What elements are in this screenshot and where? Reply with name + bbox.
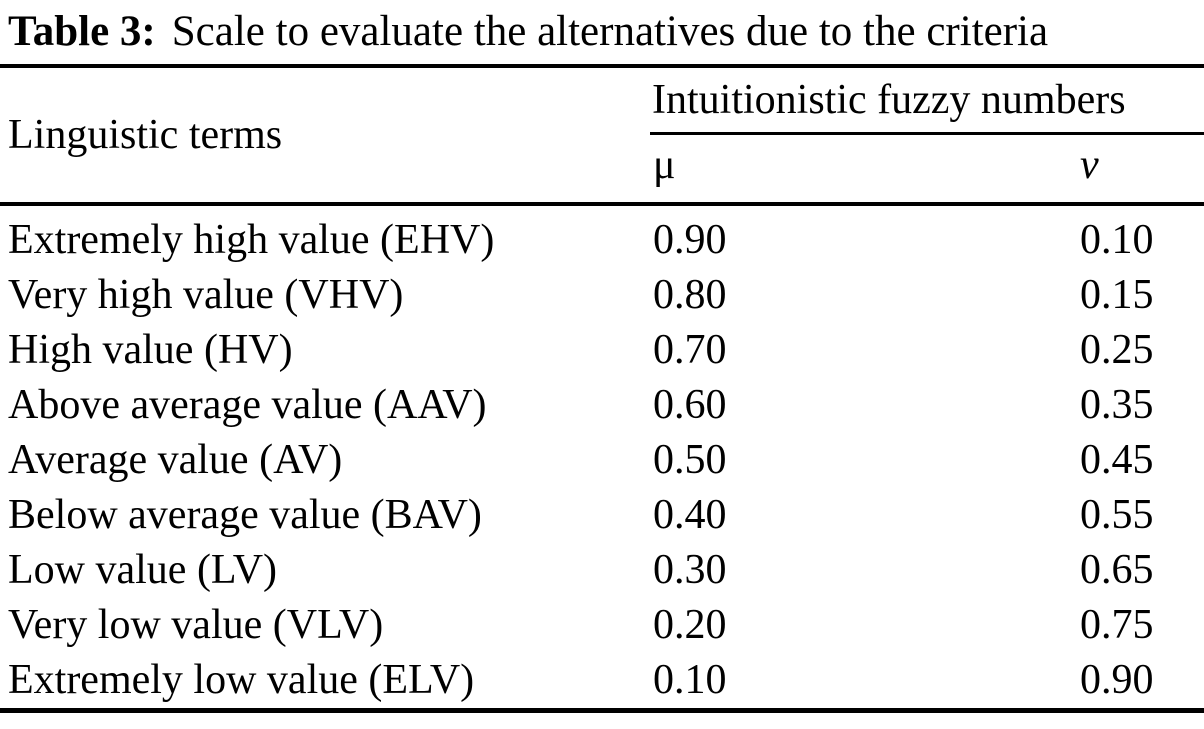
bottom-rule: [0, 708, 1204, 713]
cell-nu: 0.75: [1080, 602, 1154, 648]
header-intuitionistic-fuzzy-numbers: Intuitionistic fuzzy numbers: [652, 77, 1126, 123]
cell-mu: 0.10: [653, 657, 727, 703]
cell-nu: 0.65: [1080, 547, 1154, 593]
table-header: Linguistic terms Intuitionistic fuzzy nu…: [0, 68, 1204, 202]
cell-term: Low value (LV): [8, 547, 278, 593]
cell-term: Below average value (BAV): [8, 492, 482, 538]
cell-term: Above average value (AAV): [8, 382, 487, 428]
table-row: Extremely high value (EHV) 0.90 0.10: [0, 213, 1204, 268]
cell-mu: 0.70: [653, 327, 727, 373]
table-row: Very low value (VLV) 0.20 0.75: [0, 598, 1204, 653]
header-body-rule: [0, 202, 1204, 206]
table-row: High value (HV) 0.70 0.25: [0, 323, 1204, 378]
table-row: Low value (LV) 0.30 0.65: [0, 543, 1204, 598]
sub-header-nu: ν: [1080, 142, 1099, 188]
cell-mu: 0.40: [653, 492, 727, 538]
cell-term: Extremely high value (EHV): [8, 217, 495, 263]
cell-term: Very low value (VLV): [8, 602, 384, 648]
cell-nu: 0.10: [1080, 217, 1154, 263]
table-body: Extremely high value (EHV) 0.90 0.10 Ver…: [0, 206, 1204, 708]
table-caption-label: Table 3:: [8, 8, 156, 55]
table-row: Below average value (BAV) 0.40 0.55: [0, 488, 1204, 543]
table-caption-text: Scale to evaluate the alternatives due t…: [171, 8, 1049, 55]
cell-mu: 0.50: [653, 437, 727, 483]
cell-nu: 0.25: [1080, 327, 1154, 373]
cell-mu: 0.80: [653, 272, 727, 318]
cell-nu: 0.15: [1080, 272, 1154, 318]
table-caption: Table 3: Scale to evaluate the alternativ…: [0, 0, 1204, 64]
header-linguistic-terms: Linguistic terms: [8, 112, 283, 158]
cell-nu: 0.55: [1080, 492, 1154, 538]
cell-mu: 0.30: [653, 547, 727, 593]
cell-mu: 0.60: [653, 382, 727, 428]
cell-term: Average value (AV): [8, 437, 343, 483]
sub-header-mu: μ: [653, 142, 676, 188]
top-rule: [0, 64, 1204, 68]
cell-term: Very high value (VHV): [8, 272, 404, 318]
cell-term: High value (HV): [8, 327, 293, 373]
cell-nu: 0.45: [1080, 437, 1154, 483]
group-header-rule: [650, 132, 1204, 135]
cell-nu: 0.90: [1080, 657, 1154, 703]
cell-mu: 0.20: [653, 602, 727, 648]
header-group-wrap: Intuitionistic fuzzy numbers μ ν: [650, 68, 1204, 202]
table-row: Above average value (AAV) 0.60 0.35: [0, 378, 1204, 433]
table-row: Average value (AV) 0.50 0.45: [0, 433, 1204, 488]
sub-header-row: μ ν: [650, 135, 1204, 202]
cell-term: Extremely low value (ELV): [8, 657, 475, 703]
table-row: Extremely low value (ELV) 0.10 0.90: [0, 653, 1204, 708]
table-row: Very high value (VHV) 0.80 0.15: [0, 268, 1204, 323]
cell-nu: 0.35: [1080, 382, 1154, 428]
cell-mu: 0.90: [653, 217, 727, 263]
